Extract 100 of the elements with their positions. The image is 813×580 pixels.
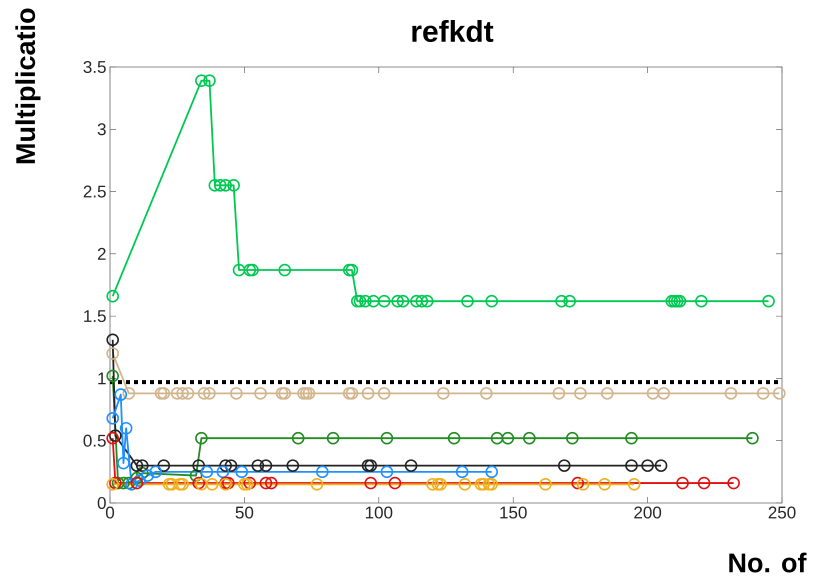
point: [410, 294, 423, 308]
point: [625, 432, 638, 445]
point: [670, 294, 684, 308]
point: [432, 478, 444, 491]
point: [654, 459, 668, 472]
point: [351, 294, 364, 308]
point: [342, 264, 356, 276]
point: [563, 294, 576, 308]
point: [276, 387, 288, 400]
y-tick-label: 2.5: [84, 186, 106, 198]
point: [252, 459, 264, 472]
point: [482, 478, 496, 491]
point: [238, 478, 251, 491]
point: [136, 459, 149, 472]
point: [571, 476, 584, 490]
point: [426, 478, 439, 491]
point: [219, 179, 232, 192]
point: [724, 387, 738, 400]
x-tick-label: 50: [236, 506, 254, 519]
x-axis-title: No. of: [729, 552, 807, 572]
point: [666, 294, 678, 308]
point: [114, 388, 128, 401]
point: [600, 387, 614, 400]
point: [133, 474, 146, 487]
point: [122, 387, 136, 400]
point: [657, 387, 670, 400]
point: [117, 476, 130, 490]
point: [162, 478, 176, 491]
point: [558, 459, 571, 472]
x-tick-label: 200: [634, 506, 662, 519]
y-tick-label: 0: [98, 496, 106, 510]
point: [227, 179, 240, 192]
point: [130, 476, 144, 490]
point: [224, 459, 238, 472]
point: [646, 387, 660, 400]
y-tick-label: 3: [98, 123, 106, 136]
y-tick-label: 1: [98, 372, 106, 384]
point: [192, 476, 206, 490]
point: [106, 334, 119, 346]
point: [106, 290, 119, 302]
point: [378, 387, 390, 400]
point: [222, 476, 235, 490]
point: [641, 459, 654, 472]
point: [125, 478, 138, 491]
point: [555, 294, 568, 308]
point: [195, 74, 208, 87]
point: [342, 387, 356, 400]
point: [106, 347, 119, 360]
point: [109, 476, 122, 490]
point: [676, 476, 689, 490]
point: [477, 478, 490, 491]
point: [391, 294, 404, 308]
point: [668, 294, 681, 308]
point: [416, 294, 428, 308]
point: [354, 294, 366, 308]
point: [490, 432, 504, 445]
y-tick-label: 1.5: [84, 310, 106, 322]
point: [208, 179, 222, 192]
point: [316, 466, 329, 478]
point: [195, 432, 208, 445]
point: [302, 387, 316, 400]
point: [174, 478, 186, 491]
point: [485, 478, 498, 491]
point: [176, 478, 189, 491]
point: [625, 459, 638, 472]
point: [190, 469, 202, 482]
point: [576, 478, 590, 491]
point: [120, 422, 132, 435]
point: [695, 294, 708, 308]
point: [698, 476, 710, 490]
y-tick-label: 0.5: [84, 434, 106, 447]
point: [396, 294, 410, 308]
point: [198, 387, 210, 400]
point: [566, 432, 579, 445]
point: [404, 459, 418, 472]
point: [235, 466, 248, 478]
point: [130, 459, 144, 472]
y-axis-title: Multiplicatio: [15, 8, 40, 164]
point: [746, 432, 759, 445]
point: [359, 294, 372, 308]
point: [240, 478, 254, 491]
point: [106, 412, 119, 425]
point: [756, 387, 770, 400]
point: [437, 387, 450, 400]
y-tick-label: 3.5: [84, 60, 106, 74]
point: [246, 264, 259, 276]
point: [485, 294, 498, 308]
point: [243, 264, 256, 276]
point: [448, 432, 460, 445]
x-tick-label: 100: [366, 506, 392, 519]
point: [346, 387, 358, 400]
point: [278, 387, 292, 400]
point: [219, 459, 232, 472]
point: [727, 476, 740, 490]
point: [286, 459, 300, 472]
point: [310, 478, 324, 491]
point: [539, 478, 552, 491]
y-tick-label: 2: [98, 248, 106, 260]
point: [206, 478, 218, 491]
point: [362, 387, 374, 400]
